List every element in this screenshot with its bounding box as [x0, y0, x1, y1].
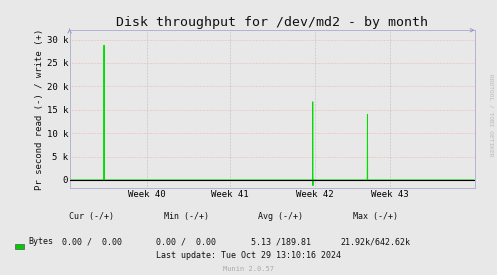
Text: 0.00 /  0.00: 0.00 / 0.00	[62, 237, 122, 246]
Text: RRDTOOL / TOBI OETIKER: RRDTOOL / TOBI OETIKER	[489, 74, 494, 157]
Text: 5.13 /189.81: 5.13 /189.81	[251, 237, 311, 246]
Text: Max (-/+): Max (-/+)	[353, 212, 398, 221]
Text: Munin 2.0.57: Munin 2.0.57	[223, 266, 274, 272]
Text: Last update: Tue Oct 29 13:10:16 2024: Last update: Tue Oct 29 13:10:16 2024	[156, 251, 341, 260]
Text: 21.92k/642.62k: 21.92k/642.62k	[340, 237, 410, 246]
Text: Min (-/+): Min (-/+)	[164, 212, 209, 221]
Title: Disk throughput for /dev/md2 - by month: Disk throughput for /dev/md2 - by month	[116, 16, 428, 29]
Text: Avg (-/+): Avg (-/+)	[258, 212, 303, 221]
Text: Bytes: Bytes	[28, 237, 53, 246]
Text: Cur (-/+): Cur (-/+)	[70, 212, 114, 221]
Y-axis label: Pr second read (-) / write (+): Pr second read (-) / write (+)	[35, 29, 44, 190]
Text: 0.00 /  0.00: 0.00 / 0.00	[157, 237, 216, 246]
